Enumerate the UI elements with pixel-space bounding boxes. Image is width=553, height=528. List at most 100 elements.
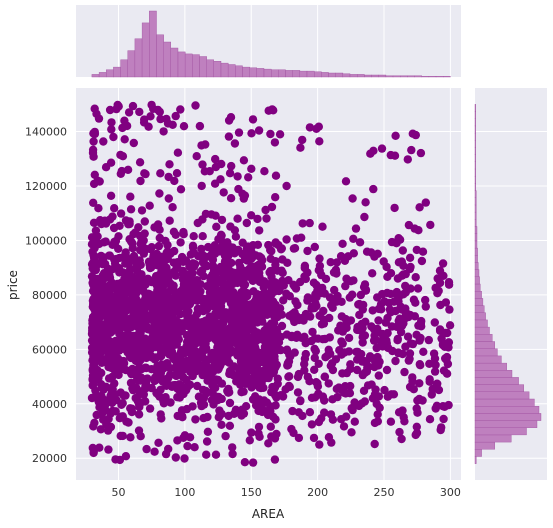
y-hist-bar [474, 283, 481, 292]
scatter-point [202, 389, 211, 398]
scatter-point [326, 410, 336, 419]
scatter-point [220, 292, 229, 301]
scatter-point [264, 439, 273, 448]
scatter-point [115, 327, 124, 336]
scatter-point [196, 293, 205, 302]
scatter-point [392, 289, 401, 299]
scatter-point [182, 375, 191, 385]
scatter-point [405, 253, 415, 262]
scatter-point [160, 375, 169, 384]
scatter-point [190, 443, 199, 452]
scatter-point [247, 274, 256, 283]
scatter-point [170, 335, 179, 344]
scatter-point [391, 356, 400, 366]
scatter-point [407, 145, 416, 155]
x-hist-bar [328, 72, 336, 78]
scatter-point [278, 255, 287, 264]
scatter-point [176, 185, 186, 194]
scatter-point [164, 444, 173, 454]
scatter-point [350, 417, 359, 426]
scatter-point [168, 203, 177, 212]
x-hist-bar [170, 47, 179, 78]
y-hist-bar [474, 140, 476, 148]
scatter-point [328, 365, 338, 375]
scatter-point [135, 389, 144, 399]
scatter-point [104, 414, 113, 424]
scatter-point [201, 140, 210, 149]
scatter-point [198, 317, 208, 327]
scatter-point [383, 328, 392, 338]
scatter-point [439, 366, 449, 375]
scatter-point [298, 135, 307, 145]
scatter-point [104, 374, 114, 383]
scatter-point [262, 310, 272, 319]
scatter-point [168, 120, 177, 129]
y-hist-bar [474, 240, 478, 249]
scatter-point [438, 339, 448, 348]
scatter-point [107, 118, 116, 127]
scatter-point [346, 364, 355, 374]
scatter-point [305, 408, 315, 417]
scatter-point [300, 272, 309, 281]
x-hist-bar [206, 59, 215, 78]
scatter-point [247, 336, 256, 345]
scatter-point [352, 365, 362, 375]
scatter-point [156, 169, 165, 178]
scatter-point [118, 123, 127, 133]
scatter-point [153, 390, 163, 399]
scatter-point [341, 177, 351, 186]
scatter-point [156, 253, 165, 262]
scatter-point [239, 387, 248, 396]
y-tick-label: 40000 [32, 398, 67, 411]
scatter-point [310, 353, 319, 363]
scatter-point [360, 212, 369, 222]
scatter-point [114, 365, 124, 374]
scatter-point [231, 232, 241, 241]
scatter-point [100, 325, 110, 334]
scatter-point [225, 286, 235, 296]
right-marginal-histogram [474, 104, 542, 464]
y-tick-label: 60000 [32, 343, 67, 356]
scatter-point [438, 259, 448, 268]
scatter-point [168, 381, 178, 390]
scatter-point [95, 287, 105, 296]
scatter-point [226, 194, 236, 203]
scatter-point [411, 273, 420, 282]
scatter-point [116, 169, 126, 178]
x-hist-bar [421, 76, 430, 78]
scatter-point [185, 433, 195, 442]
scatter-point [223, 330, 232, 340]
scatter-point [391, 131, 400, 140]
scatter-point [120, 135, 129, 144]
y-tick-label: 80000 [32, 289, 67, 302]
scatter-point [351, 224, 361, 233]
y-hist-bar [474, 276, 480, 285]
x-hist-bar [249, 67, 258, 78]
scatter-point [266, 129, 275, 139]
x-hist-bar [149, 10, 157, 78]
scatter-point [281, 385, 290, 394]
scatter-point [412, 404, 421, 413]
y-hist-bar [474, 211, 477, 220]
scatter-point [327, 438, 336, 447]
y-hist-bar [474, 413, 542, 421]
scatter-point [270, 434, 280, 443]
scatter-point [269, 106, 278, 115]
scatter-point [400, 417, 409, 426]
y-hist-bar [474, 334, 493, 342]
scatter-point [369, 146, 378, 155]
scatter-point [267, 202, 277, 212]
scatter-point [91, 226, 101, 235]
scatter-point [344, 347, 354, 356]
scatter-point [205, 167, 214, 176]
scatter-point [293, 388, 303, 397]
scatter-point [120, 116, 129, 125]
scatter-point [135, 158, 145, 167]
scatter-point [389, 297, 399, 306]
scatter-point [293, 372, 303, 382]
x-hist-bar [314, 71, 322, 78]
y-hist-bar [474, 247, 478, 256]
scatter-point [275, 130, 285, 139]
x-hist-bar [163, 41, 172, 78]
scatter-point [115, 414, 125, 423]
